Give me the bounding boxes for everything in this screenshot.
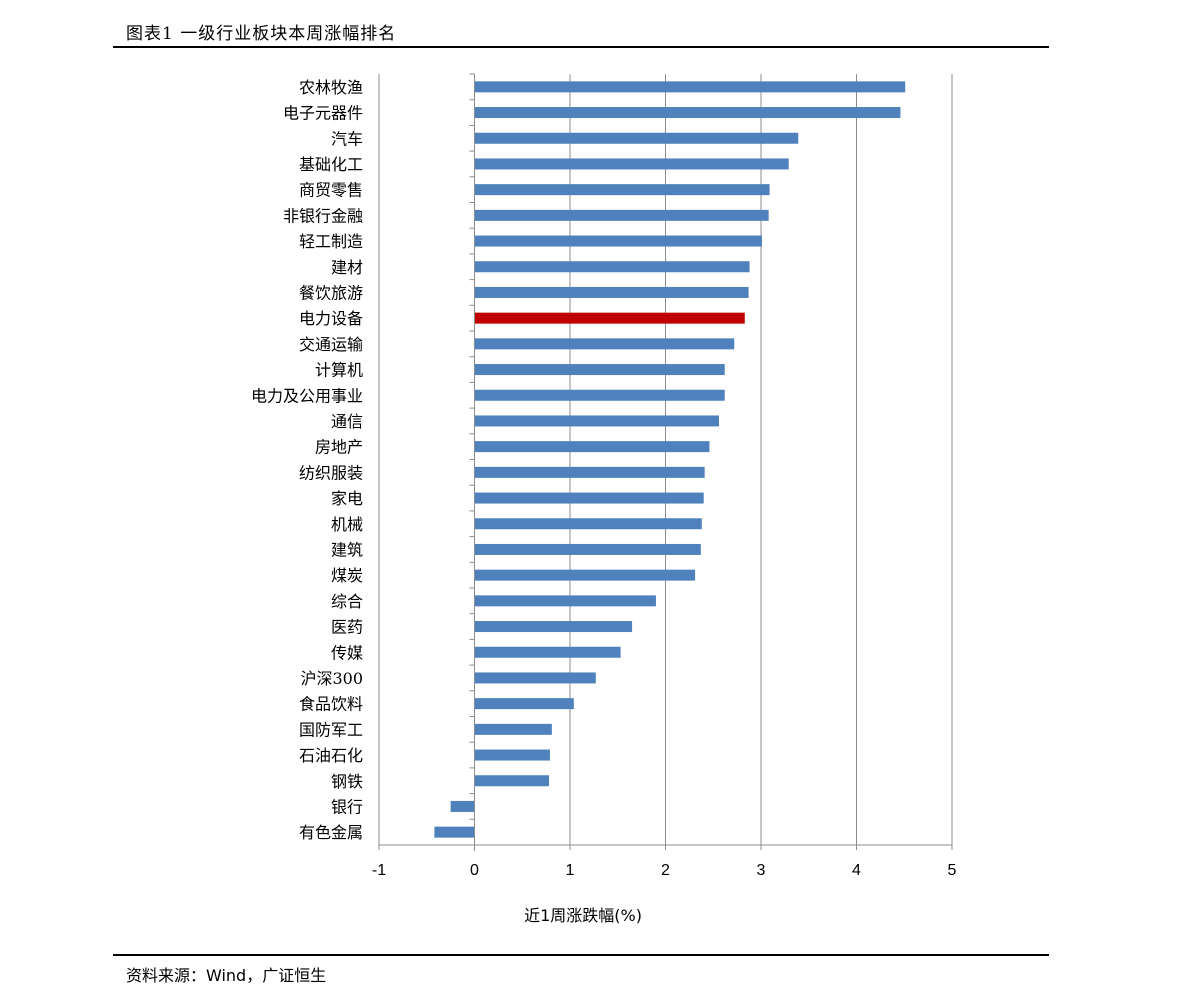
bars [434,81,906,838]
bar [474,184,770,196]
bar [474,749,550,761]
bar [474,81,906,93]
category-label: 汽车 [331,129,363,148]
category-label: 交通运输 [299,335,363,354]
x-tick-label: 3 [757,862,766,879]
bar [474,338,735,350]
x-tick-label: 1 [566,862,575,879]
bar [474,595,656,607]
category-label: 有色金属 [299,823,363,842]
category-label: 银行 [331,797,363,816]
category-label: 纺织服装 [299,463,363,482]
bar [474,286,749,298]
axes [378,73,953,851]
category-label: 电子元器件 [283,104,363,123]
bar [474,261,750,273]
category-label: 综合 [331,592,363,611]
bar [474,107,901,119]
bar [474,132,799,144]
bar [474,543,701,555]
grid-lines [378,74,953,845]
source-note: 资料来源：Wind，广证恒生 [126,966,327,985]
category-label: 钢铁 [331,772,363,791]
bar [474,569,696,581]
category-label: 轻工制造 [299,232,363,251]
category-label: 医药 [331,618,363,637]
bar [474,621,633,633]
category-label: 食品饮料 [299,695,363,714]
bar [474,235,762,247]
category-label: 电力及公用事业 [251,386,363,405]
category-label: 建材 [331,258,363,277]
bar [450,800,475,812]
bar [474,466,705,478]
category-label: 沪深300 [300,669,363,688]
category-label: 房地产 [315,438,363,457]
category-label: 机械 [331,515,363,534]
bar [474,209,769,221]
bar [474,364,725,376]
category-label: 石油石化 [299,746,363,765]
x-tick-label: -1 [372,862,386,879]
bar [474,312,745,324]
category-label: 餐饮旅游 [299,283,363,302]
bar [434,826,475,838]
category-label: 煤炭 [331,566,363,585]
category-label: 基础化工 [299,155,363,174]
category-label: 传媒 [331,643,363,662]
bar [474,158,789,170]
figure-title: 图表1 一级行业板块本周涨幅排名 [126,24,397,44]
bar [474,441,710,453]
bar [474,698,574,710]
category-label: 通信 [331,412,363,431]
category-label: 家电 [331,489,363,508]
bar [474,492,704,504]
x-tick-labels: -1 0 1 2 3 4 5 [372,862,957,879]
bar [474,389,725,401]
category-label: 国防军工 [299,720,363,739]
category-label: 非银行金融 [283,206,363,225]
x-tick-label: 2 [661,862,670,879]
bar [474,415,719,427]
category-label: 电力设备 [299,309,363,328]
category-label: 商贸零售 [299,181,363,200]
x-axis-title: 近1周涨跌幅(%) [524,906,642,925]
category-labels: 农林牧渔电子元器件汽车基础化工商贸零售非银行金融轻工制造建材餐饮旅游电力设备交通… [251,78,363,842]
category-label: 建筑 [331,540,363,559]
x-tick-label: 0 [470,862,479,879]
bar [474,775,549,787]
top-rule [113,46,1049,48]
category-label: 农林牧渔 [299,78,363,97]
x-tick-label: 5 [948,862,957,879]
bar [474,723,552,735]
bottom-rule [113,954,1049,956]
bar [474,518,702,530]
x-tick-label: 4 [852,862,861,879]
bar [474,646,621,658]
category-label: 计算机 [315,361,363,380]
bar [474,672,596,684]
